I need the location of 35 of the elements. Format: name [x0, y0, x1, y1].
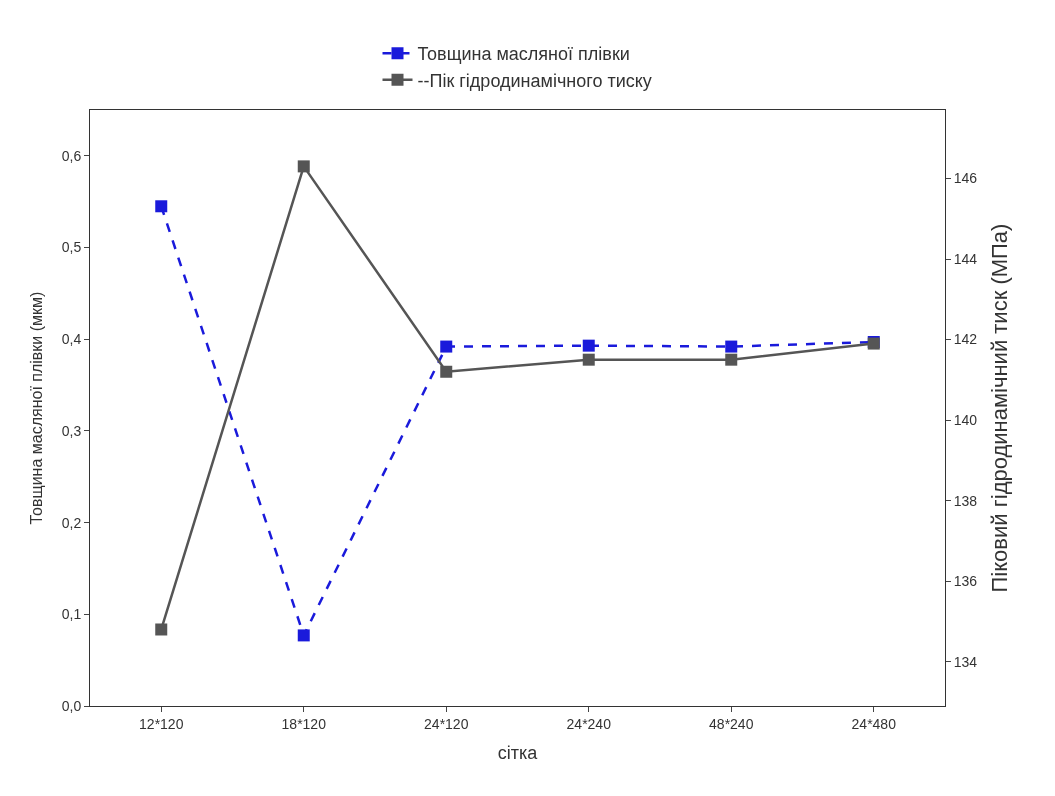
point	[582, 339, 595, 352]
point	[440, 365, 453, 378]
y2-tick-label: 144	[953, 250, 978, 267]
point	[155, 200, 168, 213]
y2-tick-label: 134	[953, 653, 978, 670]
x-tick-label: 18*120	[281, 715, 327, 732]
x-tick-label: 24*240	[566, 715, 612, 732]
y-axis-title: Товщина масляної плівки (мкм)	[27, 291, 45, 525]
x-tick-label: 24*120	[424, 715, 469, 732]
y2-tick-label: 146	[953, 170, 978, 187]
y2-tick-label: 140	[953, 411, 978, 428]
y2-axis-title: Піковий гідродинамічний тиск (МПа)	[987, 223, 1013, 593]
y-tick-label: 0,4	[61, 331, 82, 348]
y2-tick-label: 138	[953, 492, 978, 509]
legend-label: --Пік гідродинамічного тиску	[417, 70, 652, 91]
y-tick-label: 0,5	[61, 239, 82, 256]
point	[155, 623, 168, 636]
y-tick-label: 0,2	[61, 514, 82, 531]
point	[297, 160, 310, 173]
x-tick-label: 12*120	[139, 715, 184, 732]
point	[725, 353, 738, 366]
point	[440, 340, 453, 353]
y2-tick-label: 136	[953, 573, 978, 590]
x-axis-title: сітка	[497, 742, 539, 763]
point	[582, 353, 595, 366]
point	[725, 340, 738, 353]
y-tick-label: 0,6	[61, 147, 82, 164]
x-tick-label: 48*240	[709, 715, 754, 732]
y-tick-label: 0,0	[61, 697, 82, 714]
y-tick-label: 0,1	[61, 606, 82, 623]
y2-tick-label: 142	[953, 331, 978, 348]
legend-label: Товщина масляної плівки	[417, 44, 630, 65]
point	[297, 629, 310, 642]
y-tick-label: 0,3	[61, 422, 82, 439]
x-tick-label: 24*480	[851, 715, 897, 732]
